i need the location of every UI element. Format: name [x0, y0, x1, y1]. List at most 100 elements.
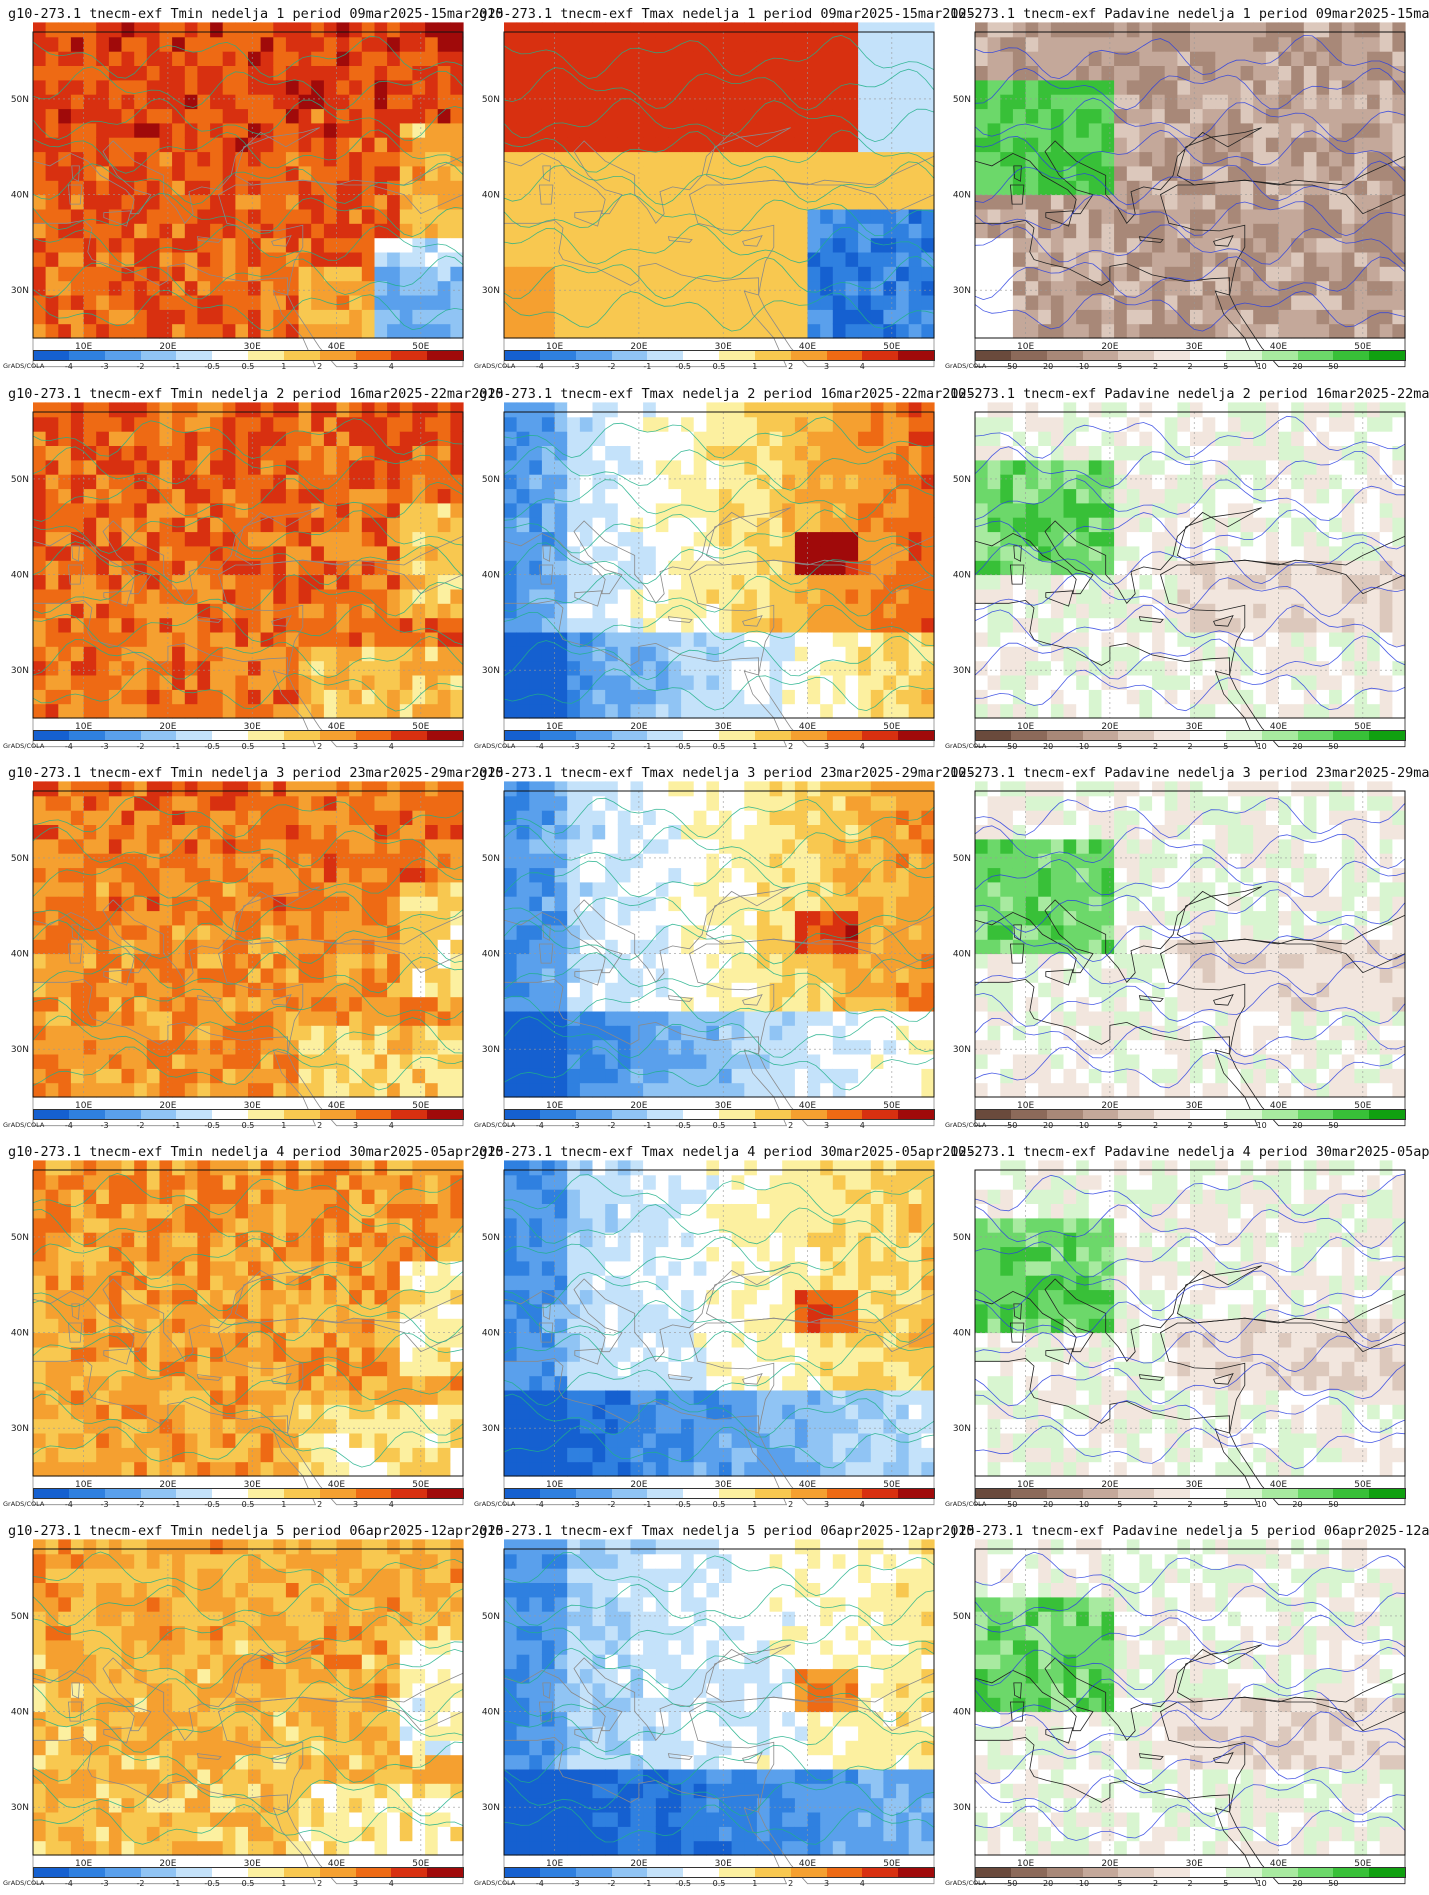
field-cell — [399, 402, 413, 418]
field-cell — [1379, 459, 1393, 475]
field-cell — [883, 545, 897, 561]
coastline — [742, 615, 763, 627]
field-cell — [336, 531, 350, 547]
field-cell — [1114, 517, 1128, 533]
field-cell — [146, 574, 160, 590]
field-cell — [1354, 108, 1368, 124]
field-cell — [1227, 603, 1242, 619]
field-cell — [617, 266, 631, 282]
field-cell — [70, 108, 85, 124]
field-cell — [1114, 416, 1128, 432]
field-cell — [975, 51, 989, 66]
contour-line — [974, 446, 1406, 491]
field-cell — [592, 517, 606, 533]
field-cell — [975, 431, 989, 446]
field-cell — [845, 445, 859, 461]
field-cell — [58, 22, 72, 38]
field-cell — [83, 996, 97, 1012]
field-cell — [1202, 445, 1216, 461]
field-cell — [870, 488, 884, 504]
field-cell — [197, 223, 211, 239]
field-cell — [504, 416, 518, 432]
field-cell — [159, 689, 173, 705]
field-cell — [617, 588, 631, 604]
field-cell — [1126, 51, 1140, 66]
lon-tick-label: 30E — [1186, 342, 1203, 352]
field-cell — [706, 137, 720, 153]
field-cell — [1278, 194, 1292, 210]
field-cell — [285, 36, 300, 52]
field-cell — [1025, 617, 1039, 633]
field-cell — [83, 79, 97, 95]
field-cell — [529, 560, 543, 576]
field-cell — [172, 223, 186, 239]
field-cell — [374, 560, 388, 576]
field-cell — [756, 488, 771, 504]
field-cell — [1202, 65, 1216, 81]
field-cell — [655, 402, 669, 418]
field-cell — [33, 280, 47, 296]
field-cell — [541, 94, 556, 110]
field-cell — [1367, 165, 1381, 181]
field-cell — [1278, 488, 1292, 504]
field-cell — [1316, 574, 1330, 590]
field-cell — [361, 445, 375, 461]
field-cell — [630, 251, 644, 267]
field-cell — [681, 502, 695, 518]
field-cell — [70, 295, 85, 310]
field-cell — [832, 208, 846, 224]
field-cell — [349, 194, 363, 210]
field-cell — [45, 51, 59, 66]
field-cell — [146, 122, 160, 138]
field-cell — [630, 631, 644, 647]
field-cell — [83, 165, 97, 181]
field-cell — [1303, 323, 1317, 339]
field-cell — [108, 1054, 123, 1069]
field-cell — [298, 223, 312, 239]
field-cell — [1215, 646, 1229, 662]
legend-tick-label: 4 — [859, 742, 865, 751]
field-cell — [1050, 431, 1065, 446]
field-cell — [45, 982, 59, 998]
field-cell — [1341, 79, 1355, 95]
field-cell — [159, 445, 173, 461]
field-cell — [1000, 517, 1014, 533]
field-cell — [719, 502, 733, 518]
legend-swatch — [790, 730, 827, 741]
field-cell — [1291, 151, 1305, 167]
field-cell — [605, 51, 619, 66]
field-cell — [248, 94, 262, 110]
field-cell — [58, 65, 72, 81]
field-cell — [134, 703, 148, 719]
field-cell — [134, 416, 148, 432]
field-cell — [412, 194, 426, 210]
legend-swatch — [754, 730, 792, 741]
field-cell — [975, 416, 989, 432]
field-cell — [58, 323, 72, 339]
field-cell — [1215, 402, 1229, 418]
field-cell — [197, 79, 211, 95]
field-cell — [883, 560, 897, 576]
legend-tick-label: -5 — [1114, 362, 1123, 371]
field-cell — [794, 402, 809, 418]
field-cell — [1000, 617, 1014, 633]
field-cell — [210, 488, 224, 504]
field-cell — [235, 459, 249, 475]
coastline — [1013, 545, 1022, 562]
field-cell — [210, 51, 224, 66]
field-cell — [1063, 251, 1077, 267]
legend-tick-label: 0.5 — [712, 362, 726, 371]
field-cell — [1126, 36, 1140, 52]
field-cell — [248, 151, 262, 167]
field-cell — [832, 22, 846, 38]
field-cell — [820, 36, 834, 52]
field-cell — [681, 445, 695, 461]
field-cell — [782, 36, 796, 52]
field-cell — [298, 402, 312, 418]
field-cell — [210, 22, 224, 38]
field-cell — [1177, 295, 1191, 310]
field-cell — [285, 703, 300, 719]
field-cell — [1291, 180, 1305, 196]
field-cell — [197, 502, 211, 518]
field-cell — [1038, 194, 1052, 210]
